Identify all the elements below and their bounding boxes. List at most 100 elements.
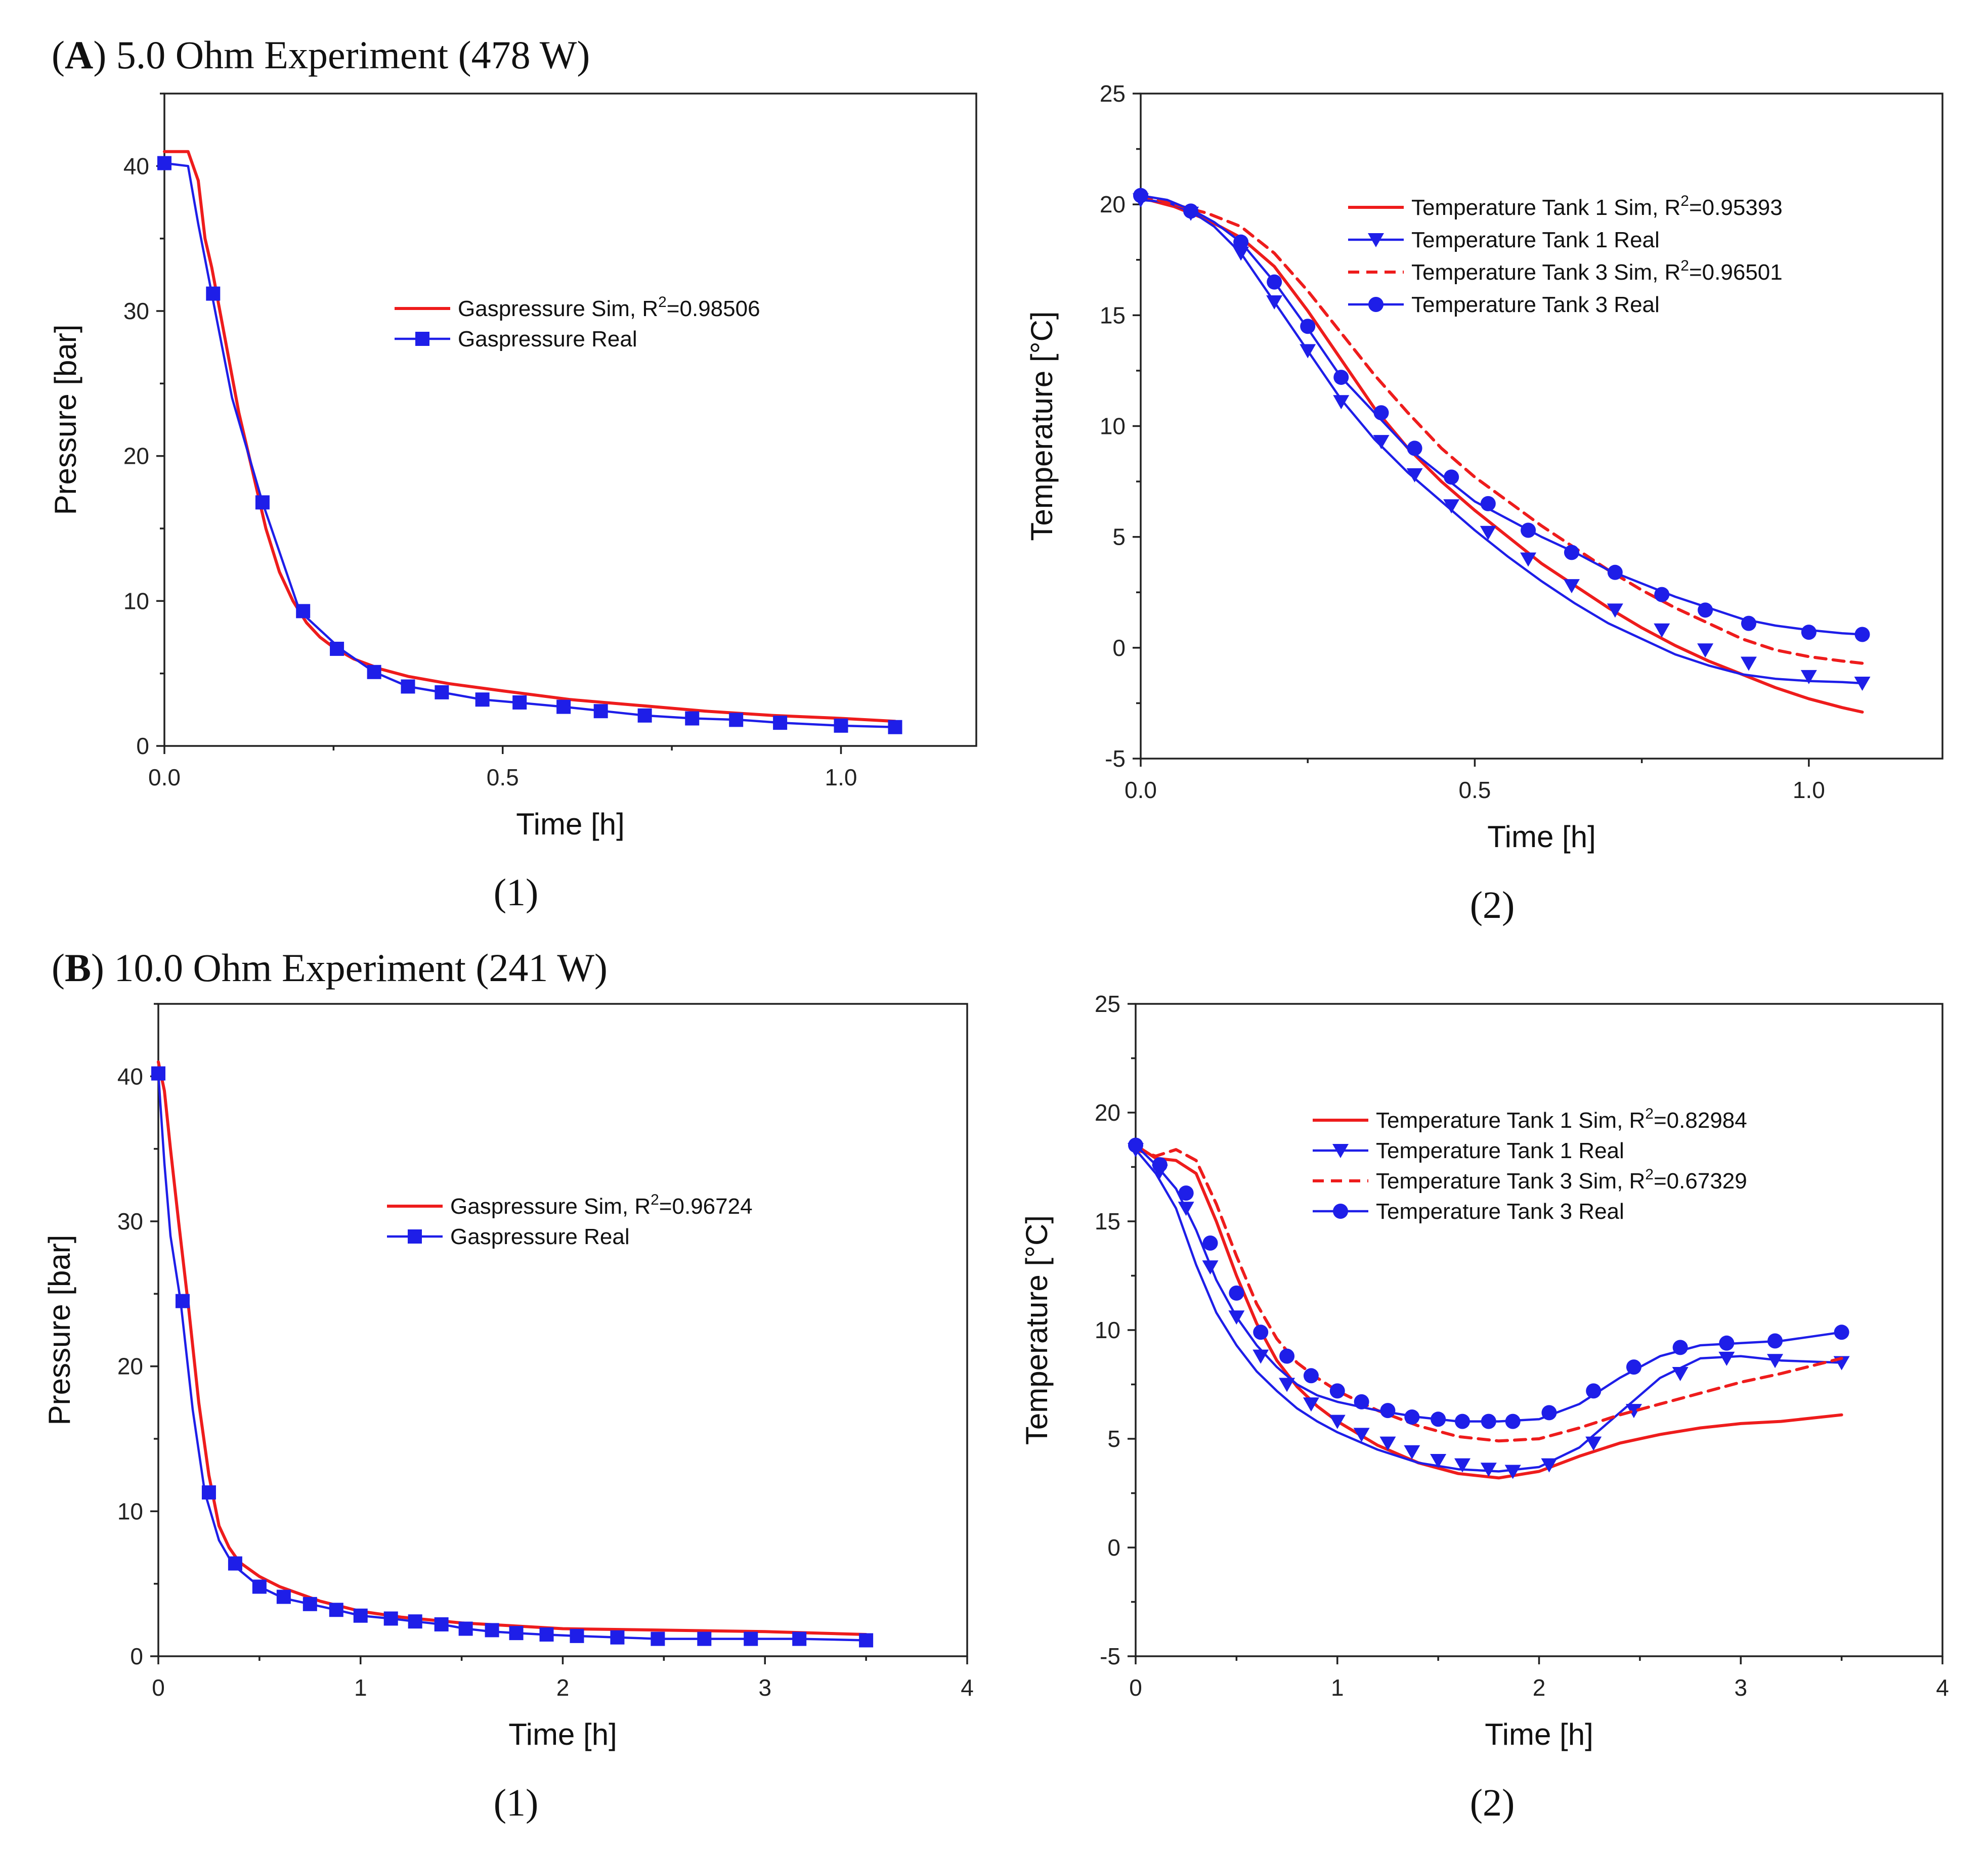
chart-b2-temperature: 0 1 2 3 4 -5 0 5 10 15 20 25 Time [h] Temperature [°C… — [1020, 991, 1949, 1824]
data-point — [1333, 370, 1349, 385]
data-point — [1586, 1383, 1602, 1399]
data-point — [1520, 552, 1537, 567]
y-tick-label: -5 — [1105, 745, 1126, 772]
data-point — [1329, 1415, 1346, 1429]
x-tick-label: 1.0 — [1793, 777, 1825, 803]
data-point — [1279, 1378, 1295, 1392]
data-point — [175, 1294, 190, 1308]
data-point — [1404, 1445, 1420, 1460]
data-point — [1767, 1354, 1784, 1368]
y-tick-label: 10 — [123, 588, 149, 614]
series-line-3 — [1134, 1144, 1843, 1423]
series-line-2 — [1139, 194, 1864, 665]
data-point — [252, 1579, 267, 1594]
data-point — [330, 641, 344, 656]
data-point — [1333, 395, 1350, 410]
data-point — [697, 1631, 712, 1646]
legend-label-2: Temperature Tank 3 Sim, R2=0.67329 — [1376, 1166, 1747, 1194]
y-tick-label: 10 — [117, 1498, 143, 1524]
legend-label-tail: =0.82984 — [1654, 1108, 1747, 1133]
legend-label-sup: 2 — [658, 294, 667, 311]
section-b-letter: B — [65, 946, 91, 990]
data-point — [1373, 435, 1390, 450]
x-axis-title: Time [h] — [516, 807, 624, 841]
x-tick-label: 0 — [1129, 1674, 1142, 1701]
data-point — [151, 1066, 165, 1081]
data-point — [729, 713, 744, 727]
data-point — [1128, 1137, 1143, 1153]
legend-label-2: Temperature Tank 3 Sim, R2=0.96501 — [1411, 257, 1783, 285]
y-axis-title: Temperature [°C] — [1020, 1215, 1054, 1445]
section-a-caption: ) 5.0 Ohm Experiment (478 W) — [93, 33, 590, 77]
section-b-caption: ) 10.0 Ohm Experiment (241 W) — [91, 946, 608, 990]
y-tick-label: 5 — [1107, 1426, 1120, 1452]
legend-label-1: Gaspressure Real — [450, 1224, 630, 1249]
x-tick-label: 2 — [556, 1674, 570, 1701]
data-point — [1133, 188, 1148, 203]
legend-label-0: Temperature Tank 1 Sim, R2=0.95393 — [1411, 193, 1783, 220]
data-point — [1654, 587, 1670, 602]
data-point — [539, 1627, 554, 1642]
data-point — [302, 1597, 317, 1611]
data-point — [485, 1623, 499, 1638]
data-point — [651, 1631, 665, 1646]
legend-label-tail: =0.96501 — [1689, 260, 1783, 285]
data-point — [685, 711, 700, 726]
panel-label: (1) — [494, 1782, 539, 1824]
x-tick-label: 0.0 — [1125, 777, 1157, 803]
data-point — [1454, 1458, 1471, 1473]
data-point — [1625, 1404, 1642, 1419]
data-point — [1541, 1405, 1557, 1421]
y-tick-label: 0 — [136, 733, 149, 759]
legend-label-main: Temperature Tank 1 Sim, R — [1376, 1108, 1645, 1133]
x-tick-label: 0.5 — [487, 764, 519, 790]
y-tick-label: 0 — [1107, 1534, 1120, 1561]
data-point — [1430, 1454, 1447, 1468]
x-tick-label: 3 — [1734, 1674, 1747, 1701]
data-point — [1300, 344, 1316, 359]
data-point — [1626, 1359, 1641, 1375]
data-point — [1698, 602, 1713, 618]
data-point — [1380, 1403, 1396, 1419]
data-point — [1480, 1463, 1497, 1477]
legend-label-main: Gaspressure Sim, R — [458, 296, 658, 321]
data-point — [1229, 1285, 1244, 1301]
data-point — [1379, 1436, 1396, 1451]
legend-label-sup: 2 — [1680, 193, 1689, 209]
panel-label: (2) — [1470, 1782, 1515, 1824]
legend-label-3: Temperature Tank 3 Real — [1376, 1199, 1624, 1224]
data-point — [1481, 1414, 1496, 1429]
y-tick-label: 25 — [1100, 80, 1126, 107]
data-point — [157, 156, 171, 170]
y-tick-label: 15 — [1095, 1208, 1120, 1234]
y-axis-title: Temperature [°C] — [1025, 311, 1059, 541]
x-tick-label: 4 — [961, 1674, 974, 1701]
panel-label: (1) — [494, 871, 539, 914]
legend-label-main: Temperature Tank 3 Real — [1411, 292, 1660, 317]
legend-label-main: Temperature Tank 1 Sim, R — [1411, 195, 1680, 220]
x-axis-title: Time [h] — [1485, 1717, 1593, 1751]
data-point — [1183, 203, 1199, 219]
data-point — [1279, 1348, 1295, 1364]
y-tick-label: 10 — [1100, 413, 1126, 439]
data-point — [1233, 234, 1249, 250]
y-tick-label: 20 — [117, 1353, 143, 1380]
data-point — [773, 716, 788, 730]
legend-marker-1 — [415, 332, 429, 346]
legend-label-main: Temperature Tank 1 Real — [1411, 228, 1660, 252]
data-point — [1233, 246, 1249, 261]
data-point — [1719, 1335, 1735, 1351]
legend-label-0: Gaspressure Sim, R2=0.98506 — [458, 294, 760, 321]
legend-label-tail: =0.98506 — [667, 296, 760, 321]
data-point — [744, 1631, 758, 1646]
y-tick-label: 0 — [130, 1643, 143, 1669]
data-point — [1404, 1409, 1420, 1425]
legend-label-3: Temperature Tank 3 Real — [1411, 292, 1660, 317]
data-point — [570, 1628, 584, 1643]
data-point — [435, 685, 449, 699]
data-point — [1253, 1324, 1269, 1340]
data-point — [1521, 522, 1536, 538]
